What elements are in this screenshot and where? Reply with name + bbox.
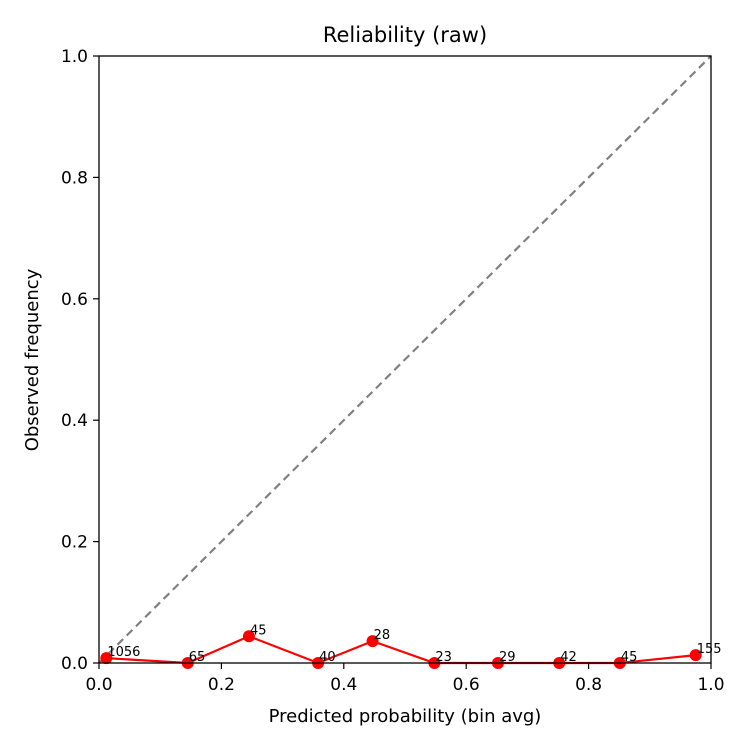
data-point xyxy=(242,630,255,643)
x-tick-label: 0.2 xyxy=(208,675,235,695)
diagonal-reference-line xyxy=(98,55,712,664)
y-tick-label: 0.8 xyxy=(61,168,88,188)
data-point xyxy=(100,652,113,665)
x-tick-label: 0.8 xyxy=(575,675,602,695)
x-tick-label: 0.0 xyxy=(85,675,112,695)
point-count-label: 65 xyxy=(189,650,206,665)
plot-frame xyxy=(98,55,712,664)
y-axis-label: Observed frequency xyxy=(22,268,43,451)
point-count-label: 155 xyxy=(697,642,722,657)
plot-area: 1056 65 45 40 28 23 29 42 45 155 0.0 0.2 0.4 0.6 0.8 1.… xyxy=(61,47,725,695)
point-count-label: 45 xyxy=(250,623,267,638)
x-axis-label: Predicted probability (bin avg) xyxy=(269,706,542,727)
x-tick-label: 0.6 xyxy=(453,675,480,695)
point-count-label: 42 xyxy=(560,650,577,665)
y-tick-label: 0.2 xyxy=(61,533,88,553)
y-tick-label: 0.6 xyxy=(61,290,88,310)
point-count-label: 29 xyxy=(499,650,516,665)
y-tick-label: 1.0 xyxy=(61,47,88,67)
point-count-label: 28 xyxy=(374,628,391,643)
y-tick-label: 0.0 xyxy=(61,654,88,674)
data-point xyxy=(366,635,379,648)
x-tick-label: 0.4 xyxy=(330,675,357,695)
data-point xyxy=(689,649,702,662)
point-count-label: 23 xyxy=(435,650,452,665)
point-count-label: 40 xyxy=(319,650,336,665)
y-tick-label: 0.4 xyxy=(61,411,88,431)
chart-title: Reliability (raw) xyxy=(323,23,487,47)
point-count-label: 1056 xyxy=(107,645,140,660)
point-count-label: 45 xyxy=(621,650,638,665)
x-tick-label: 1.0 xyxy=(697,675,724,695)
